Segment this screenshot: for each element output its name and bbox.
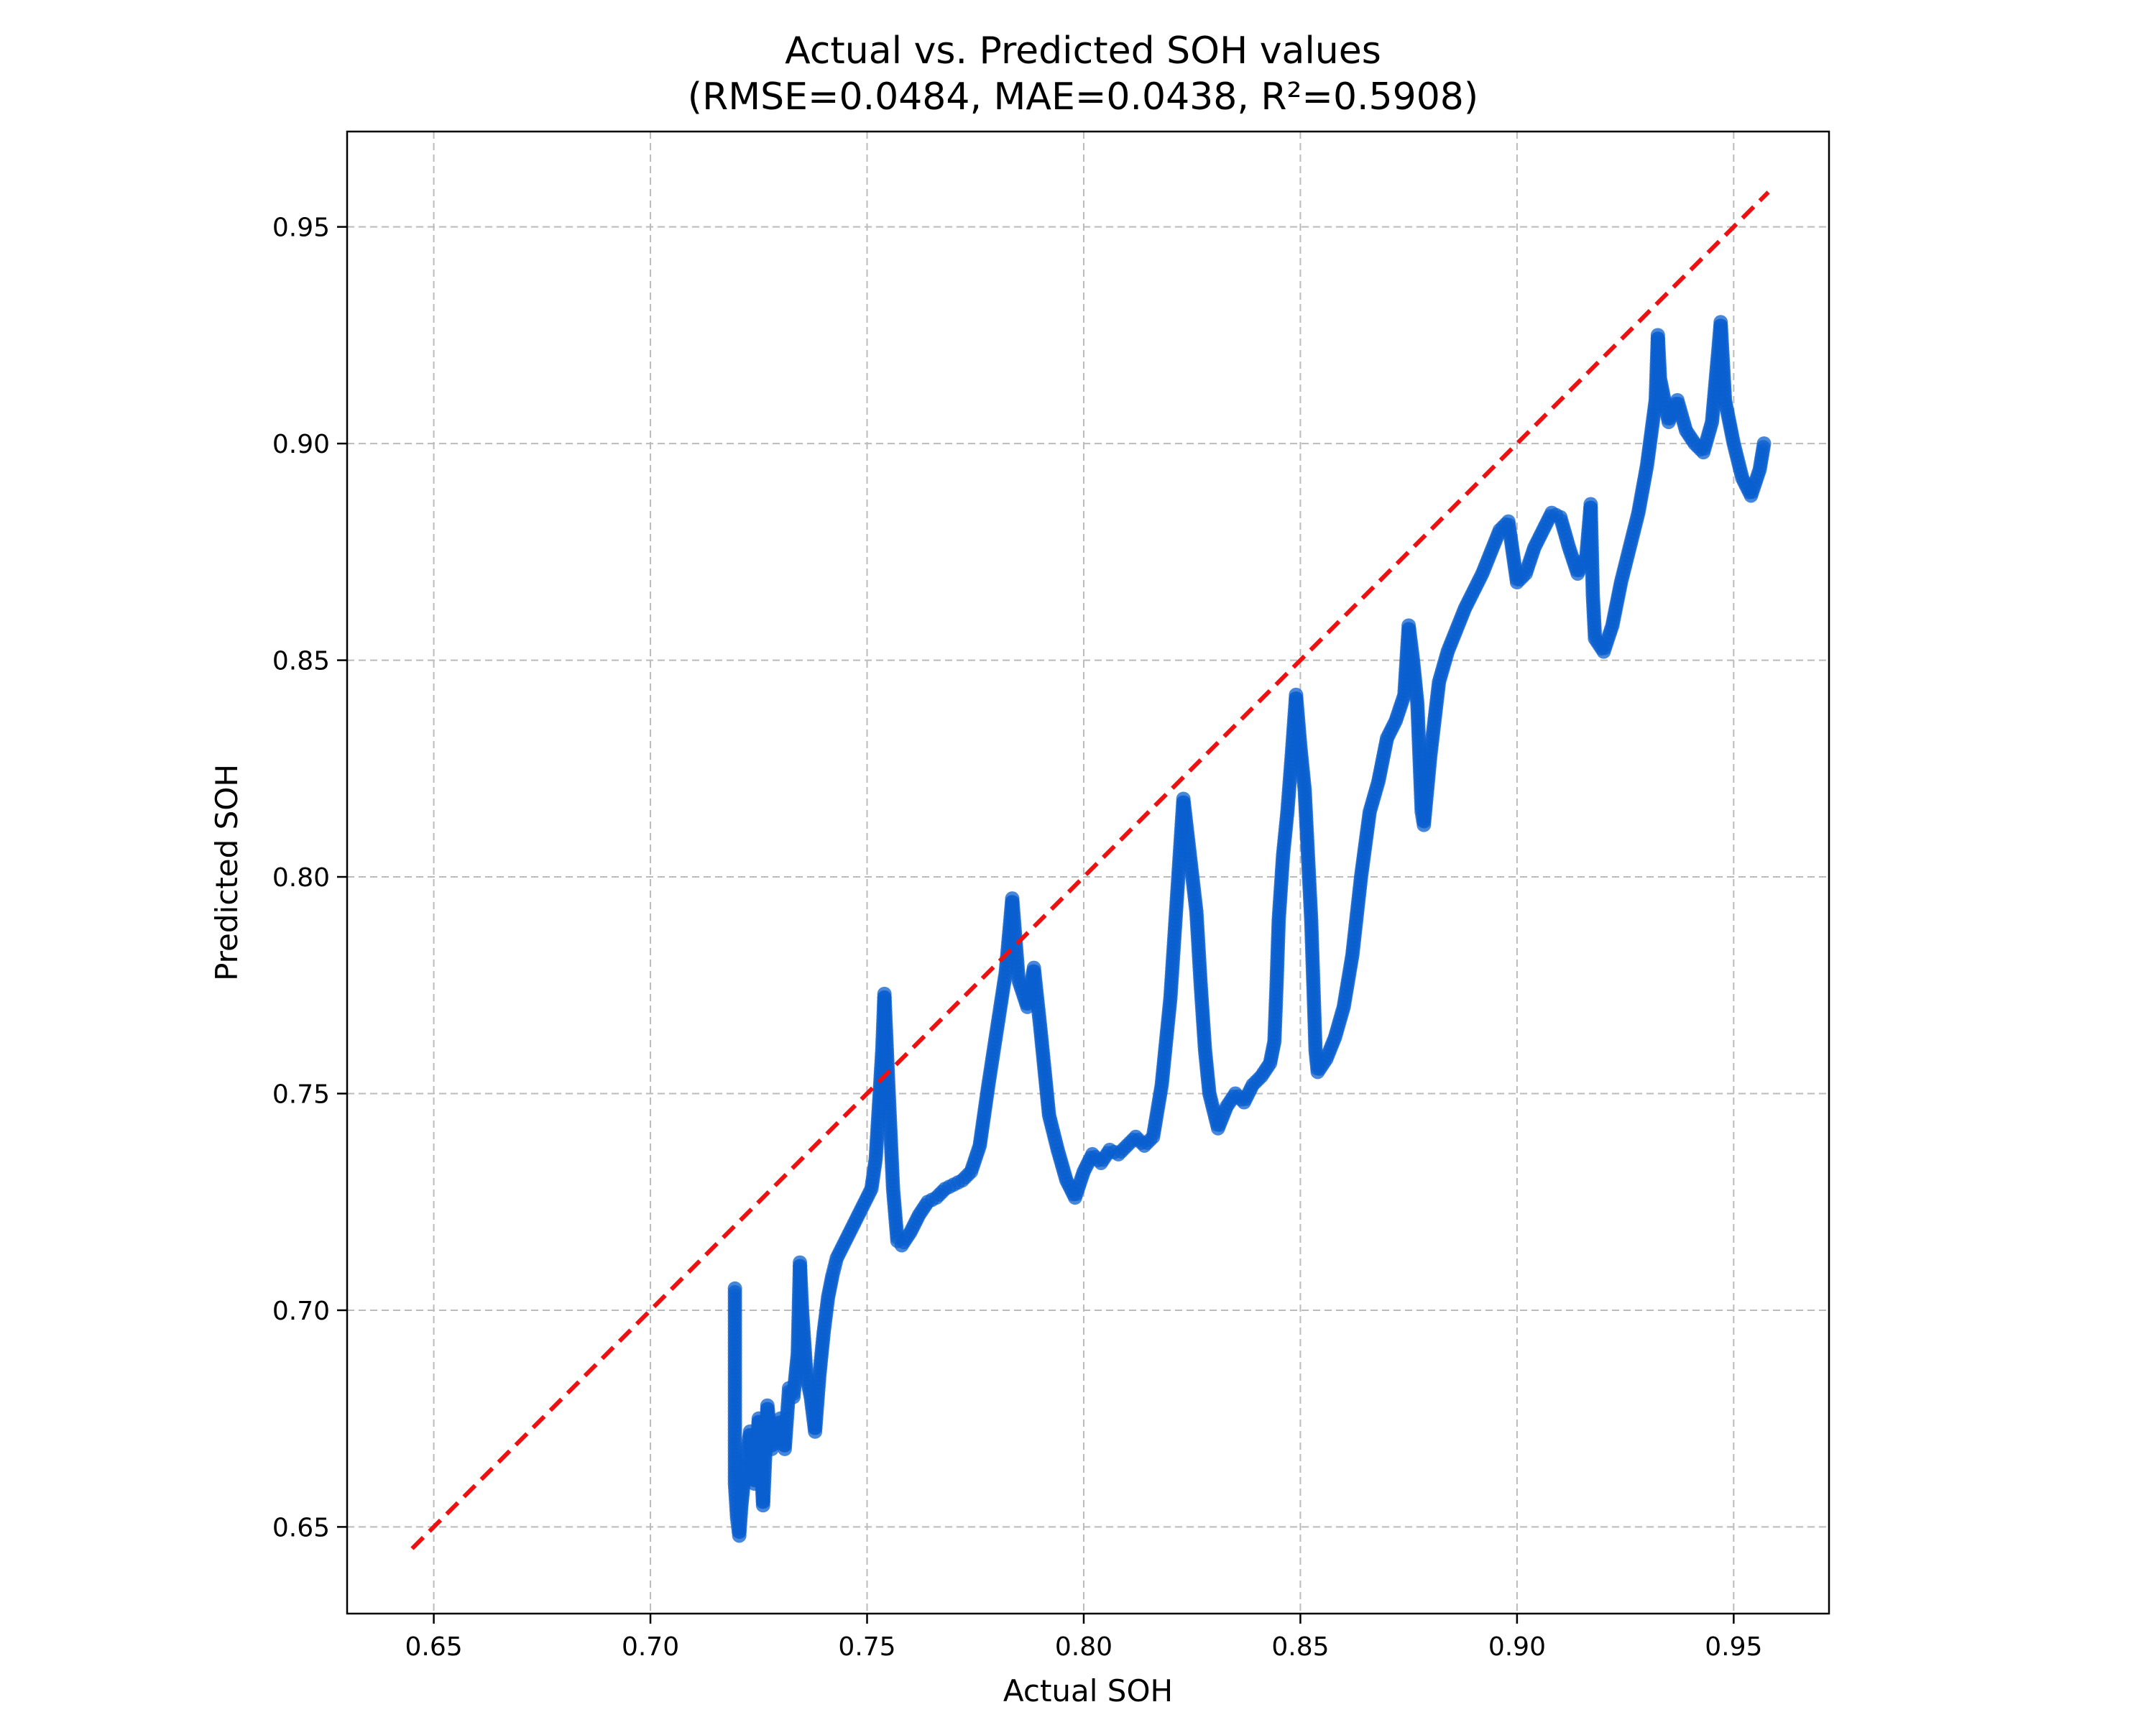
- y-tick-label: 0.75: [272, 1080, 330, 1109]
- chart-subtitle: (RMSE=0.0484, MAE=0.0438, R²=0.5908): [688, 75, 1478, 119]
- x-tick-label: 0.65: [405, 1632, 463, 1662]
- grid-lines: [347, 132, 1829, 1614]
- y-tick-label: 0.85: [272, 647, 330, 676]
- x-tick-label: 0.90: [1488, 1632, 1546, 1662]
- scatter-points: [727, 315, 1772, 1543]
- x-tick-label: 0.95: [1705, 1632, 1762, 1662]
- y-tick-label: 0.95: [272, 213, 330, 243]
- y-axis-ticks: 0.65 0.70 0.75 0.80 0.85 0.90 0.95: [272, 213, 347, 1542]
- reference-line-group: [410, 190, 1770, 1550]
- plot-area-frame: [346, 130, 1830, 1615]
- data-point: [1756, 440, 1771, 455]
- y-tick-label: 0.70: [272, 1297, 330, 1326]
- identity-reference-line: [410, 190, 1770, 1550]
- x-tick-label: 0.80: [1055, 1632, 1112, 1662]
- x-tick-label: 0.75: [838, 1632, 895, 1662]
- y-axis-label: Predicted SOH: [209, 764, 244, 981]
- y-tick-label: 0.90: [272, 430, 330, 459]
- y-tick-label: 0.65: [272, 1513, 330, 1542]
- x-axis-ticks: 0.65 0.70 0.75 0.80 0.85 0.90 0.95: [405, 1614, 1762, 1662]
- chart-title: Actual vs. Predicted SOH values: [785, 29, 1381, 73]
- x-tick-label: 0.70: [622, 1632, 679, 1662]
- y-tick-label: 0.80: [272, 863, 330, 893]
- x-tick-label: 0.85: [1271, 1632, 1329, 1662]
- x-axis-label: Actual SOH: [1003, 1673, 1173, 1708]
